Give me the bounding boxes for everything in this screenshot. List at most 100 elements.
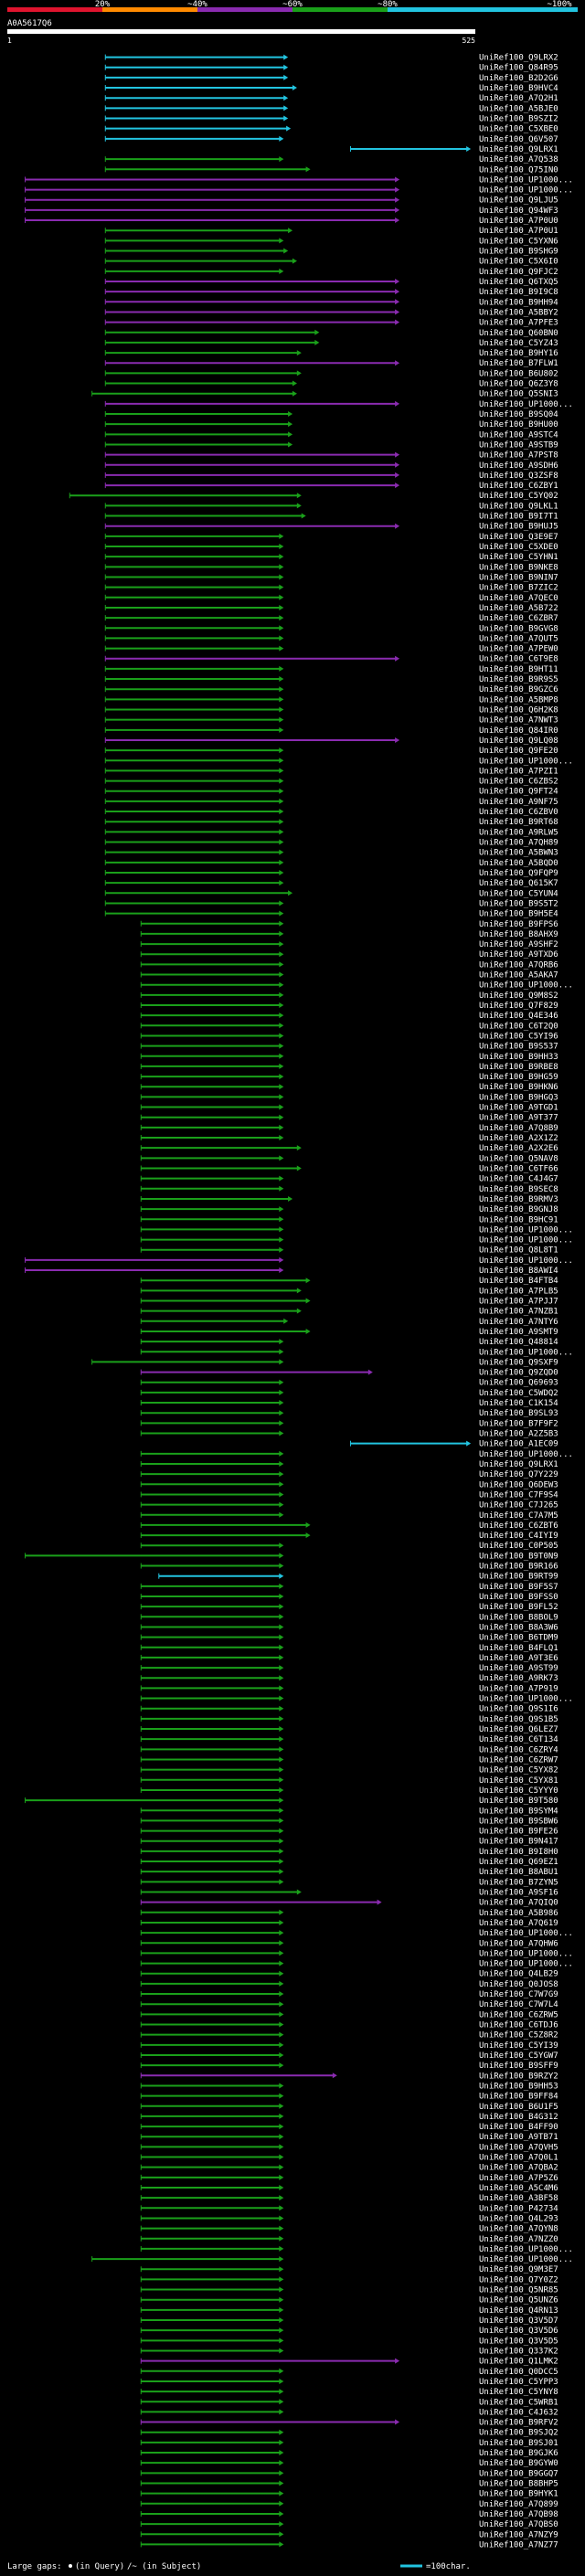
- hit-label[interactable]: UniRef100_C4J632: [479, 2408, 558, 2417]
- hit-label[interactable]: UniRef100_A5B986: [479, 1909, 558, 1918]
- hit-label[interactable]: UniRef100_A5BWN3: [479, 849, 558, 858]
- hit-label[interactable]: UniRef100_UP1000...: [479, 400, 573, 409]
- hit-label[interactable]: UniRef100_C6TDJ6: [479, 2021, 558, 2030]
- hit-label[interactable]: UniRef100_Q0JOS8: [479, 1980, 558, 1989]
- hit-label[interactable]: UniRef100_B7ZIC2: [479, 584, 558, 593]
- hit-label[interactable]: UniRef100_B9FF84: [479, 2093, 558, 2102]
- hit-label[interactable]: UniRef100_A9T3E6: [479, 1654, 558, 1663]
- hit-label[interactable]: UniRef100_A7NZ77: [479, 2540, 558, 2549]
- hit-label[interactable]: UniRef100_Q69693: [479, 1379, 558, 1388]
- hit-label[interactable]: UniRef100_B9FSS0: [479, 1593, 558, 1602]
- hit-label[interactable]: UniRef100_Q9FQP9: [479, 869, 558, 878]
- hit-label[interactable]: UniRef100_UP1000...: [479, 1225, 573, 1235]
- hit-label[interactable]: UniRef100_C5YHN1: [479, 553, 558, 562]
- hit-label[interactable]: UniRef100_B7F9F2: [479, 1419, 558, 1428]
- hit-label[interactable]: UniRef100_Q4E346: [479, 1012, 558, 1021]
- hit-label[interactable]: UniRef100_A2X2E6: [479, 1144, 558, 1153]
- hit-label[interactable]: UniRef100_A7PST8: [479, 451, 558, 461]
- hit-label[interactable]: UniRef100_C0P505: [479, 1542, 558, 1551]
- hit-label[interactable]: UniRef100_A9STB9: [479, 440, 558, 450]
- hit-label[interactable]: UniRef100_A7Q8B9: [479, 1124, 558, 1133]
- hit-label[interactable]: UniRef100_Q69EZ1: [479, 1858, 558, 1867]
- hit-label[interactable]: UniRef100_B9NKE8: [479, 563, 558, 572]
- hit-label[interactable]: UniRef100_B8AHX9: [479, 930, 558, 939]
- hit-label[interactable]: UniRef100_Q9S1I6: [479, 1705, 558, 1714]
- hit-label[interactable]: UniRef100_UP1000...: [479, 1450, 573, 1459]
- hit-label[interactable]: UniRef100_Q9FE20: [479, 747, 558, 756]
- hit-label[interactable]: UniRef100_C5XDE0: [479, 543, 558, 552]
- hit-label[interactable]: UniRef100_C7A7M5: [479, 1511, 558, 1521]
- hit-label[interactable]: UniRef100_C5YGW7: [479, 2051, 558, 2061]
- hit-label[interactable]: UniRef100_C5YI96: [479, 1032, 558, 1041]
- hit-label[interactable]: UniRef100_Q7F829: [479, 1002, 558, 1011]
- hit-label[interactable]: UniRef100_Q48814: [479, 1338, 558, 1347]
- hit-label[interactable]: UniRef100_B9FE26: [479, 1828, 558, 1837]
- hit-label[interactable]: UniRef100_C7W7G9: [479, 1990, 558, 1999]
- hit-label[interactable]: UniRef100_B9SYM4: [479, 1807, 558, 1816]
- hit-label[interactable]: UniRef100_Q75IN0: [479, 165, 558, 175]
- hit-label[interactable]: UniRef100_B9GYW0: [479, 2459, 558, 2468]
- hit-label[interactable]: UniRef100_Q615K7: [479, 879, 558, 888]
- hit-label[interactable]: UniRef100_A7PFE3: [479, 319, 558, 328]
- hit-label[interactable]: UniRef100_Q3ZSF8: [479, 472, 558, 481]
- hit-label[interactable]: UniRef100_C5YI39: [479, 2041, 558, 2051]
- hit-label[interactable]: UniRef100_A7PJJ7: [479, 1298, 558, 1307]
- hit-label[interactable]: UniRef100_B8A3W6: [479, 1623, 558, 1632]
- hit-label[interactable]: UniRef100_A7Q2H1: [479, 94, 558, 103]
- hit-label[interactable]: UniRef100_A5BQD0: [479, 859, 558, 868]
- hit-label[interactable]: UniRef100_A9T377: [479, 1114, 558, 1123]
- hit-label[interactable]: UniRef100_B9T580: [479, 1797, 558, 1806]
- hit-label[interactable]: UniRef100_Q6V507: [479, 135, 558, 144]
- hit-label[interactable]: UniRef100_B9HG59: [479, 1073, 558, 1082]
- hit-label[interactable]: UniRef100_B9RBE8: [479, 1063, 558, 1072]
- hit-label[interactable]: UniRef100_B9SJQ2: [479, 2429, 558, 2438]
- hit-label[interactable]: UniRef100_A5C4M6: [479, 2184, 558, 2193]
- hit-label[interactable]: UniRef100_A7QB98: [479, 2510, 558, 2519]
- hit-label[interactable]: UniRef100_A7P5Z6: [479, 2174, 558, 2183]
- hit-label[interactable]: UniRef100_B9SEC8: [479, 1185, 558, 1194]
- hit-label[interactable]: UniRef100_A9SDH6: [479, 461, 558, 471]
- hit-label[interactable]: UniRef100_UP1000...: [479, 2245, 573, 2254]
- hit-label[interactable]: UniRef100_C6ZBS2: [479, 778, 558, 787]
- hit-label[interactable]: UniRef100_C7J265: [479, 1501, 558, 1511]
- hit-label[interactable]: UniRef100_Q84R95: [479, 64, 558, 73]
- hit-label[interactable]: UniRef100_A7QUT5: [479, 634, 558, 643]
- hit-label[interactable]: UniRef100_A7NZB1: [479, 1308, 558, 1317]
- hit-label[interactable]: UniRef100_UP1000...: [479, 175, 573, 185]
- hit-label[interactable]: UniRef100_Q337K2: [479, 2347, 558, 2356]
- hit-label[interactable]: UniRef100_UP1000...: [479, 1695, 573, 1704]
- hit-label[interactable]: UniRef100_B9SJ01: [479, 2439, 558, 2448]
- hit-label[interactable]: UniRef100_C5YZ43: [479, 339, 558, 348]
- hit-label[interactable]: UniRef100_A7NWT3: [479, 716, 558, 726]
- hit-label[interactable]: UniRef100_A9TGD1: [479, 1104, 558, 1113]
- hit-label[interactable]: UniRef100_A3BF58: [479, 2194, 558, 2203]
- hit-label[interactable]: UniRef100_B9R166: [479, 1563, 558, 1572]
- hit-label[interactable]: UniRef100_Q9FT24: [479, 788, 558, 797]
- hit-label[interactable]: UniRef100_Q0DCC5: [479, 2368, 558, 2377]
- hit-label[interactable]: UniRef100_B9HT11: [479, 665, 558, 674]
- hit-label[interactable]: UniRef100_A5AKA7: [479, 971, 558, 981]
- hit-label[interactable]: UniRef100_A7PZI1: [479, 767, 558, 776]
- hit-label[interactable]: UniRef100_UP1000...: [479, 1348, 573, 1357]
- hit-label[interactable]: UniRef100_A7P0U1: [479, 227, 558, 236]
- hit-label[interactable]: UniRef100_B9SHG9: [479, 248, 558, 257]
- hit-label[interactable]: UniRef100_A2Z5B3: [479, 1430, 558, 1439]
- hit-label[interactable]: UniRef100_B4G312: [479, 2113, 558, 2122]
- hit-label[interactable]: UniRef100_B9GJK6: [479, 2449, 558, 2458]
- hit-label[interactable]: UniRef100_A5BMP8: [479, 695, 558, 705]
- hit-label[interactable]: UniRef100_B9F5S7: [479, 1583, 558, 1592]
- hit-label[interactable]: UniRef100_B9GGQ7: [479, 2469, 558, 2478]
- hit-label[interactable]: UniRef100_Q3V5D6: [479, 2327, 558, 2336]
- hit-label[interactable]: UniRef100_A7QVH5: [479, 2143, 558, 2152]
- hit-label[interactable]: UniRef100_A9SF16: [479, 1888, 558, 1897]
- hit-label[interactable]: UniRef100_Q9LKL1: [479, 502, 558, 511]
- hit-label[interactable]: UniRef100_B9SZI2: [479, 115, 558, 124]
- hit-label[interactable]: UniRef100_B4FTB4: [479, 1277, 558, 1286]
- hit-label[interactable]: UniRef100_C5WDQ2: [479, 1389, 558, 1398]
- hit-label[interactable]: UniRef100_C6ZBR7: [479, 614, 558, 623]
- hit-label[interactable]: UniRef100_UP1000...: [479, 1929, 573, 1938]
- hit-label[interactable]: UniRef100_B9HU00: [479, 420, 558, 429]
- hit-label[interactable]: UniRef100_B9SQ04: [479, 410, 558, 419]
- hit-label[interactable]: UniRef100_B9I7T1: [479, 513, 558, 522]
- hit-label[interactable]: UniRef100_B9RT99: [479, 1573, 558, 1582]
